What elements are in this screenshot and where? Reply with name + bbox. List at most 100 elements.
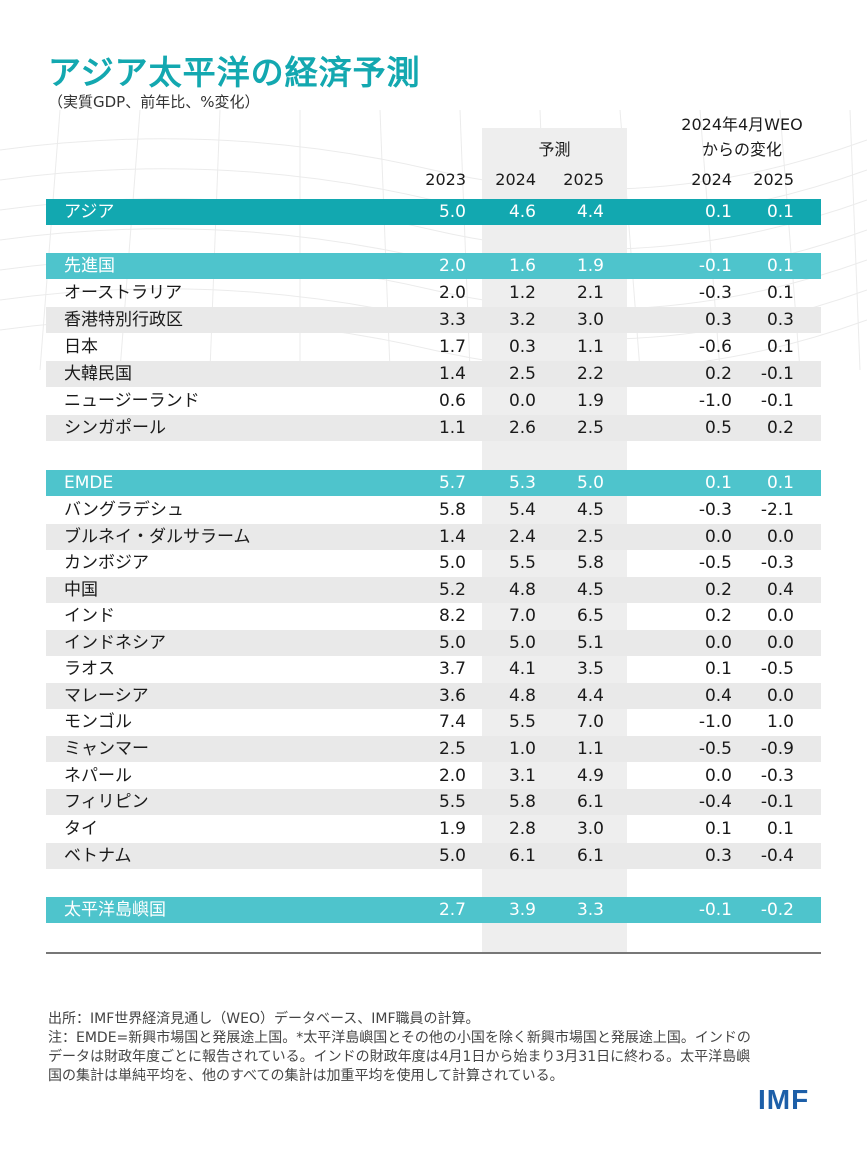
row-label: 太平洋島嶼国 bbox=[64, 900, 166, 920]
row-label: ラオス bbox=[64, 659, 115, 679]
table-row: ベトナム 5.0 6.1 6.1 0.3 -0.4 bbox=[46, 843, 821, 869]
cell-change-2025: 0.1 bbox=[766, 337, 794, 357]
cell-change-2025: 0.0 bbox=[766, 527, 794, 547]
table-bottom-rule bbox=[46, 952, 821, 954]
cell-2024: 2.6 bbox=[508, 418, 536, 438]
table-row: ネパール 2.0 3.1 4.9 0.0 -0.3 bbox=[46, 763, 821, 789]
cell-2023: 2.0 bbox=[438, 766, 466, 786]
cell-change-2025: 0.1 bbox=[766, 473, 794, 493]
cell-change-2025: -0.1 bbox=[760, 792, 794, 812]
row-label: 大韓民国 bbox=[64, 364, 132, 384]
row-label: 日本 bbox=[64, 337, 98, 357]
cell-2023: 5.0 bbox=[438, 553, 466, 573]
cell-change-2025: 0.0 bbox=[766, 633, 794, 653]
cell-change-2024: 0.0 bbox=[704, 633, 732, 653]
table-row: 香港特別行政区 3.3 3.2 3.0 0.3 0.3 bbox=[46, 307, 821, 333]
cell-2023: 2.0 bbox=[438, 283, 466, 303]
cell-2023: 5.0 bbox=[438, 846, 466, 866]
cell-2023: 1.9 bbox=[438, 819, 466, 839]
table-row: バングラデシュ 5.8 5.4 4.5 -0.3 -2.1 bbox=[46, 497, 821, 523]
cell-change-2025: 0.4 bbox=[766, 580, 794, 600]
forecast-header: 予測 bbox=[538, 140, 571, 159]
cell-2023: 5.7 bbox=[438, 473, 466, 493]
cell-2024: 4.6 bbox=[508, 202, 536, 222]
table-row: インド 8.2 7.0 6.5 0.2 0.0 bbox=[46, 603, 821, 629]
cell-change-2024: 0.1 bbox=[704, 819, 732, 839]
cell-change-2024: 0.5 bbox=[704, 418, 732, 438]
cell-2024: 5.8 bbox=[508, 792, 536, 812]
table-row-emde: EMDE 5.7 5.3 5.0 0.1 0.1 bbox=[46, 470, 821, 496]
cell-change-2025: -0.3 bbox=[760, 553, 794, 573]
cell-2025: 1.1 bbox=[576, 337, 604, 357]
cell-2025: 3.3 bbox=[576, 900, 604, 920]
cell-2025: 3.0 bbox=[576, 819, 604, 839]
row-label: インド bbox=[64, 606, 115, 626]
imf-logo: IMF bbox=[758, 1084, 810, 1115]
cell-2024: 1.0 bbox=[508, 739, 536, 759]
cell-change-2024: 0.0 bbox=[704, 527, 732, 547]
cell-2025: 4.5 bbox=[576, 500, 604, 520]
cell-2025: 5.1 bbox=[576, 633, 604, 653]
row-label: モンゴル bbox=[64, 712, 132, 732]
cell-2025: 2.2 bbox=[576, 364, 604, 384]
cell-change-2024: 0.0 bbox=[704, 766, 732, 786]
cell-change-2025: 1.0 bbox=[766, 712, 794, 732]
cell-2023: 7.4 bbox=[438, 712, 466, 732]
cell-change-2024: -0.3 bbox=[698, 500, 732, 520]
source-note: 出所：IMF世界経済見通し（WEO）データベース、IMF職員の計算。 bbox=[48, 1011, 480, 1027]
cell-2024: 0.3 bbox=[508, 337, 536, 357]
cell-2023: 2.0 bbox=[438, 256, 466, 276]
cell-2024: 2.5 bbox=[508, 364, 536, 384]
cell-2023: 5.5 bbox=[438, 792, 466, 812]
cell-change-2024: -0.3 bbox=[698, 283, 732, 303]
row-label: アジア bbox=[64, 202, 115, 222]
cell-2023: 0.6 bbox=[438, 391, 466, 411]
cell-change-2024: 0.4 bbox=[704, 686, 732, 706]
cell-2024: 3.9 bbox=[508, 900, 536, 920]
row-label: 先進国 bbox=[64, 256, 115, 276]
cell-2024: 5.0 bbox=[508, 633, 536, 653]
cell-2024: 5.5 bbox=[508, 553, 536, 573]
cell-2024: 4.8 bbox=[508, 580, 536, 600]
cell-change-2024: 0.1 bbox=[704, 659, 732, 679]
cell-2025: 2.5 bbox=[576, 527, 604, 547]
cell-2024: 1.2 bbox=[508, 283, 536, 303]
footnotes: 出所：IMF世界経済見通し（WEO）データベース、IMF職員の計算。 注：EMD… bbox=[48, 1010, 763, 1086]
weo-change-header-line1: 2024年4月WEO bbox=[681, 115, 803, 134]
cell-2025: 3.5 bbox=[576, 659, 604, 679]
row-label: EMDE bbox=[64, 473, 114, 493]
explanatory-note: 注：EMDE=新興市場国と発展途上国。*太平洋島嶼国とその他の小国を除く新興市場… bbox=[48, 1030, 751, 1084]
cell-2025: 1.9 bbox=[576, 391, 604, 411]
cell-change-2025: -0.9 bbox=[760, 739, 794, 759]
cell-change-2024: 0.3 bbox=[704, 310, 732, 330]
cell-change-2024: -0.1 bbox=[698, 900, 732, 920]
table-row-advanced: 先進国 2.0 1.6 1.9 -0.1 0.1 bbox=[46, 253, 821, 279]
cell-change-2025: -0.1 bbox=[760, 364, 794, 384]
cell-2025: 6.1 bbox=[576, 846, 604, 866]
row-label: ミャンマー bbox=[64, 739, 149, 759]
cell-change-2025: 0.1 bbox=[766, 256, 794, 276]
table-row: 大韓民国 1.4 2.5 2.2 0.2 -0.1 bbox=[46, 361, 821, 387]
cell-change-2024: -1.0 bbox=[698, 391, 732, 411]
cell-2025: 4.4 bbox=[576, 686, 604, 706]
cell-2025: 5.8 bbox=[576, 553, 604, 573]
table-row: カンボジア 5.0 5.5 5.8 -0.5 -0.3 bbox=[46, 550, 821, 576]
cell-change-2025: 0.1 bbox=[766, 202, 794, 222]
cell-change-2024: 0.1 bbox=[704, 202, 732, 222]
cell-change-2025: -0.3 bbox=[760, 766, 794, 786]
cell-2024: 3.2 bbox=[508, 310, 536, 330]
cell-2025: 1.1 bbox=[576, 739, 604, 759]
cell-change-2025: 0.0 bbox=[766, 686, 794, 706]
row-label: フィリピン bbox=[64, 792, 149, 812]
table-row: 中国 5.2 4.8 4.5 0.2 0.4 bbox=[46, 577, 821, 603]
cell-2023: 1.1 bbox=[438, 418, 466, 438]
cell-2023: 5.8 bbox=[438, 500, 466, 520]
table-row-pacific-islands: 太平洋島嶼国 2.7 3.9 3.3 -0.1 -0.2 bbox=[46, 897, 821, 923]
table-row: モンゴル 7.4 5.5 7.0 -1.0 1.0 bbox=[46, 709, 821, 735]
cell-2025: 2.5 bbox=[576, 418, 604, 438]
cell-change-2024: -0.5 bbox=[698, 739, 732, 759]
table-row: ミャンマー 2.5 1.0 1.1 -0.5 -0.9 bbox=[46, 736, 821, 762]
row-label: バングラデシュ bbox=[64, 500, 184, 520]
cell-change-2025: -0.4 bbox=[760, 846, 794, 866]
cell-2024: 5.5 bbox=[508, 712, 536, 732]
